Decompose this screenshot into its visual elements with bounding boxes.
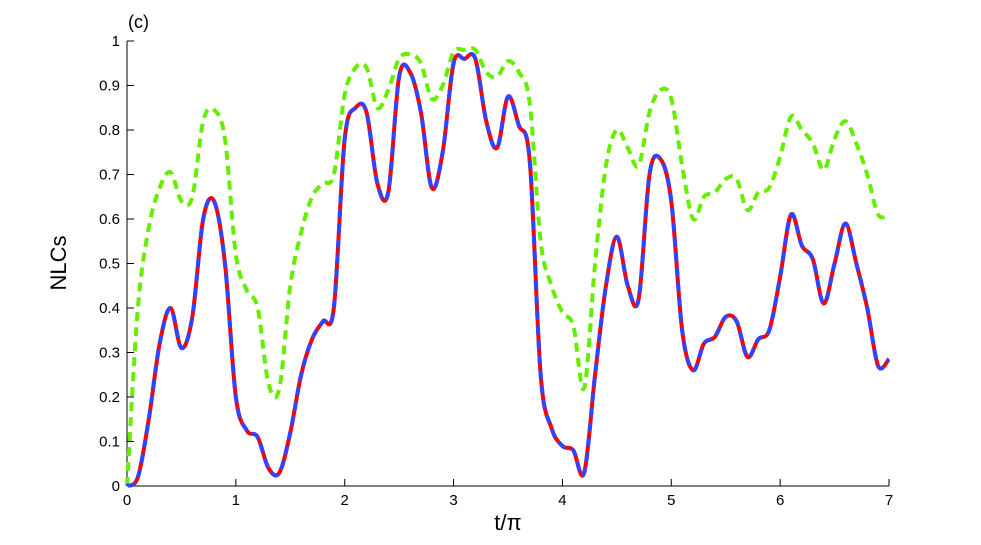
annotation: (c) xyxy=(128,12,149,32)
y-tick-label: 0.5 xyxy=(99,256,120,273)
line-series xyxy=(125,52,891,488)
line-series xyxy=(125,46,890,487)
y-tick-label: 0.3 xyxy=(99,345,120,362)
x-tick-label: 0 xyxy=(123,492,131,509)
y-tick-label: 0.1 xyxy=(99,434,120,451)
y-tick-label: 0.6 xyxy=(99,211,120,228)
x-tick-label: 4 xyxy=(558,492,566,509)
x-tick-label: 7 xyxy=(885,492,893,509)
x-tick-label: 2 xyxy=(341,492,349,509)
y-tick-label: 0.7 xyxy=(99,167,120,184)
x-tick-label: 6 xyxy=(776,492,784,509)
y-tick-label: 1 xyxy=(112,33,120,50)
x-tick-label: 3 xyxy=(449,492,457,509)
x-tick-label: 5 xyxy=(667,492,675,509)
y-tick-label: 0 xyxy=(112,478,120,495)
x-tick-label: 1 xyxy=(232,492,240,509)
line-series xyxy=(125,52,891,488)
y-tick-label: 0.4 xyxy=(99,300,120,317)
x-axis-label: t/π xyxy=(494,510,521,535)
y-axis-label: NLCs xyxy=(46,235,71,290)
y-tick-label: 0.2 xyxy=(99,389,120,406)
y-tick-label: 0.9 xyxy=(99,78,120,95)
y-tick-label: 0.8 xyxy=(99,122,120,139)
